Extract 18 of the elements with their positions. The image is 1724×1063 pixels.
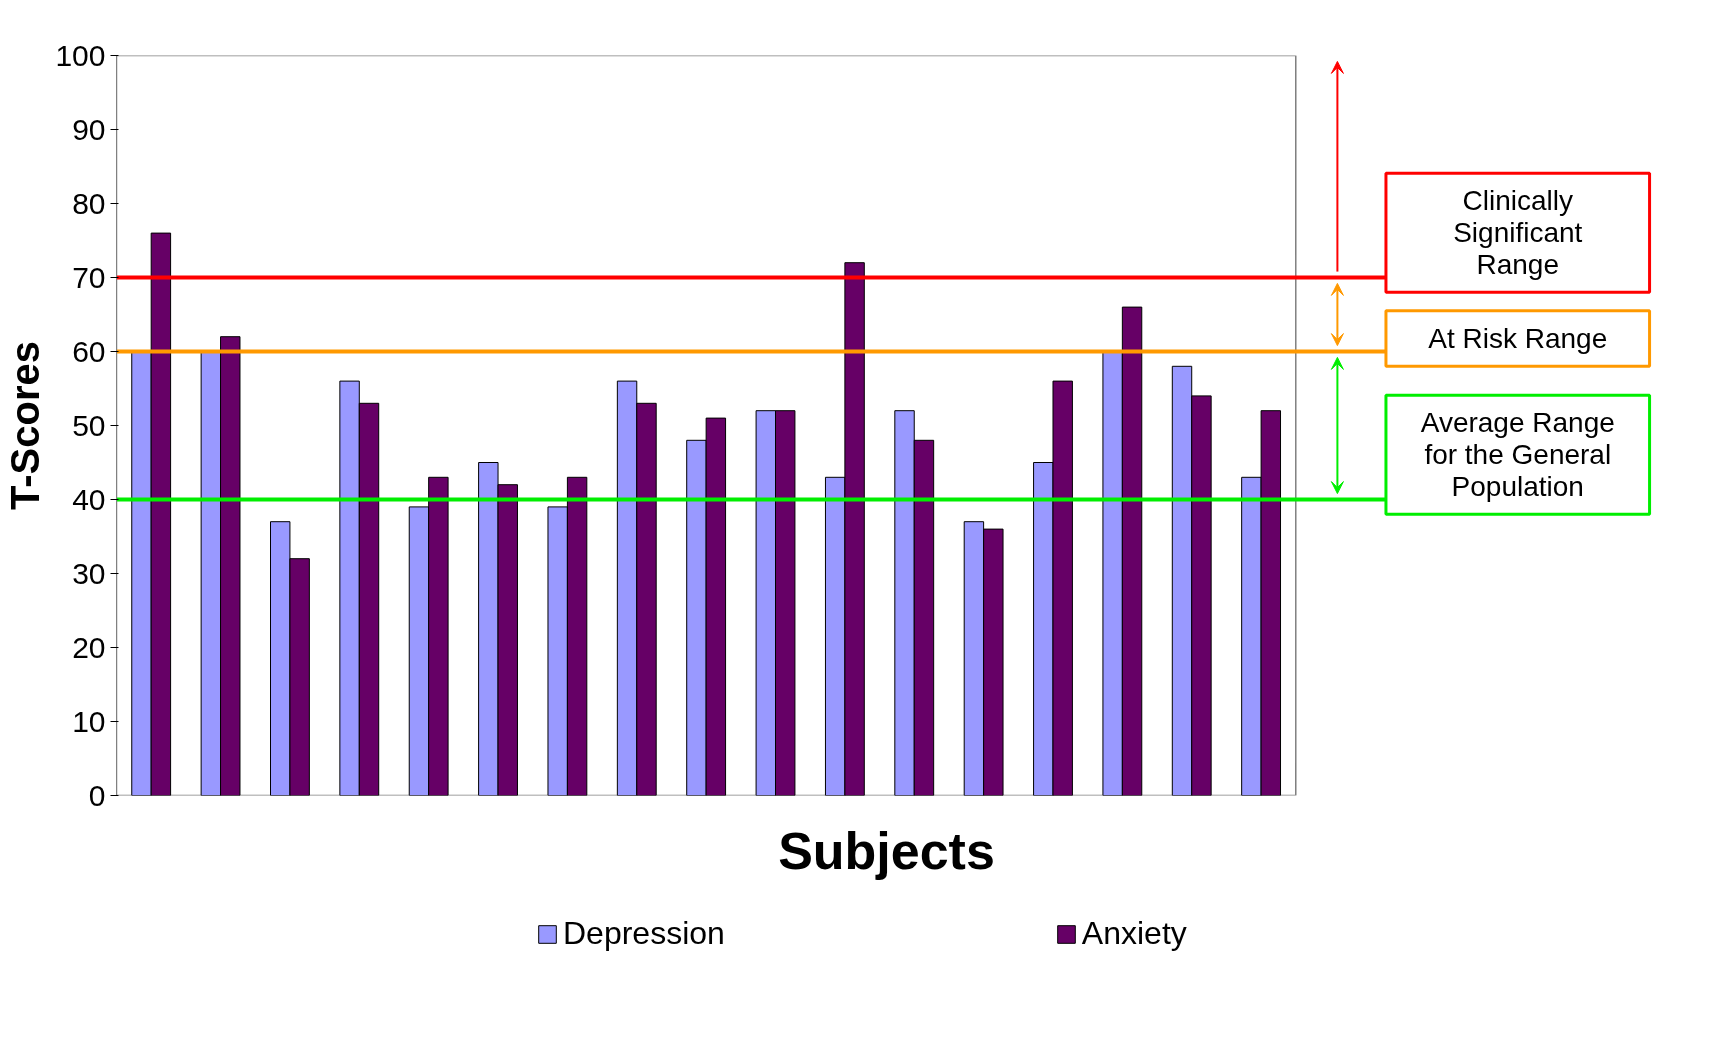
legend-label: Depression: [563, 915, 725, 952]
ref-line-label: Clinically Significant Range: [1453, 185, 1583, 281]
y-tick-label: 70: [72, 260, 106, 294]
y-tick-label: 100: [55, 38, 106, 72]
y-tick-label: 50: [72, 408, 106, 442]
x-axis-title: Subjects: [778, 821, 995, 880]
y-tick-label: 40: [72, 482, 106, 516]
ref-line-label: Average Range for the General Population: [1420, 407, 1615, 503]
y-tick-label: 0: [88, 778, 106, 812]
y-axis-title: T-Scores: [3, 341, 48, 510]
legend-label: Anxiety: [1081, 915, 1187, 952]
y-tick-label: 90: [72, 112, 106, 146]
y-tick-label: 10: [72, 704, 106, 738]
y-tick-label: 20: [72, 630, 106, 664]
y-tick-label: 30: [72, 556, 106, 590]
ref-line-label: At Risk Range: [1428, 323, 1608, 355]
y-tick-label: 80: [72, 186, 106, 220]
y-tick-label: 60: [72, 334, 106, 368]
